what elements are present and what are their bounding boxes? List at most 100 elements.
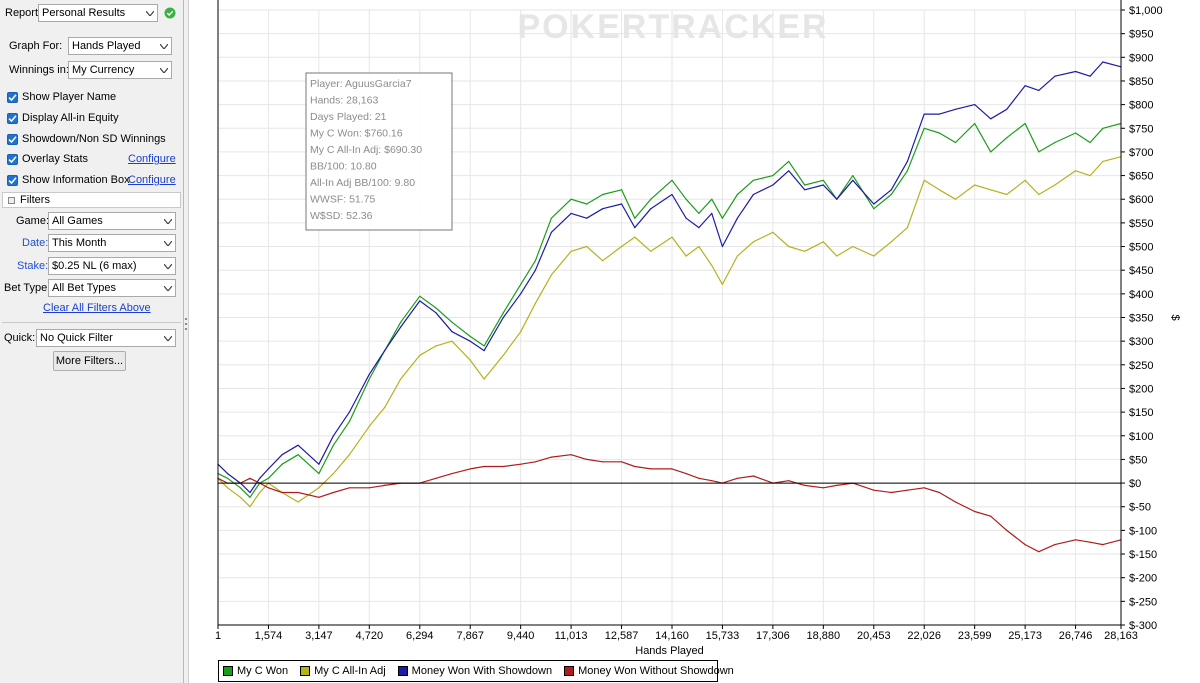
graph-for-dropdown[interactable]: Hands Played <box>68 37 172 55</box>
data-point <box>711 212 713 214</box>
data-point <box>586 217 588 219</box>
data-point <box>1089 175 1091 177</box>
data-point <box>483 378 485 380</box>
clear-all-filters-link[interactable]: Clear All Filters Above <box>43 302 151 314</box>
data-point <box>721 245 724 248</box>
bet-type-value: All Bet Types <box>52 282 116 294</box>
data-point <box>938 113 941 115</box>
data-point <box>550 217 552 219</box>
data-point <box>621 189 623 191</box>
data-point <box>698 227 700 229</box>
data-point <box>804 250 806 252</box>
data-point <box>752 179 755 181</box>
data-point <box>736 193 739 196</box>
checkmark-icon <box>7 174 18 186</box>
data-point <box>368 487 370 489</box>
data-point <box>671 236 673 238</box>
data-point <box>1054 184 1056 186</box>
data-point <box>1038 193 1040 196</box>
data-point <box>906 170 909 172</box>
show-player-name-checkbox[interactable]: Show Player Name <box>7 91 116 103</box>
data-point <box>698 245 700 248</box>
data-point <box>671 193 673 196</box>
data-point <box>1075 539 1077 541</box>
data-point <box>332 473 334 475</box>
data-point <box>534 260 536 262</box>
data-point <box>804 189 806 191</box>
legend-swatch <box>564 666 575 676</box>
quick-label: Quick: <box>4 332 36 344</box>
data-point <box>469 335 471 337</box>
graph-for-value: Hands Played <box>72 40 141 52</box>
info-box-line: My C All-In Adj: $690.30 <box>310 144 422 156</box>
data-point <box>1038 551 1040 553</box>
data-point <box>384 406 386 408</box>
data-point <box>923 487 925 489</box>
y-tick-label: $900 <box>1129 52 1153 64</box>
quick-filter-dropdown[interactable]: No Quick Filter <box>36 329 176 347</box>
winnings-in-dropdown[interactable]: My Currency <box>68 61 172 79</box>
stake-dropdown[interactable]: $0.25 NL (6 max) <box>48 257 176 275</box>
legend-swatch <box>397 666 408 676</box>
chevron-down-icon <box>157 62 171 78</box>
information-box: Player: AguusGarcia7 Hands: 28,163 Days Pl… <box>305 72 453 231</box>
data-point <box>384 350 386 352</box>
panel-splitter[interactable] <box>184 0 189 683</box>
y-tick-label: $350 <box>1129 313 1153 325</box>
y-tick-label: $300 <box>1129 336 1153 348</box>
data-point <box>602 461 604 463</box>
data-point <box>938 189 941 191</box>
data-point <box>348 487 350 489</box>
overlay-stats-checkbox[interactable]: Overlay Stats <box>7 153 88 165</box>
data-point <box>890 189 892 191</box>
display-all-in-equity-checkbox[interactable]: Display All-in Equity <box>7 112 119 124</box>
data-point <box>249 506 251 508</box>
filters-header[interactable]: Filters <box>2 192 181 208</box>
checkbox-label: Overlay Stats <box>22 153 89 165</box>
data-point <box>318 487 320 489</box>
data-point <box>239 496 241 498</box>
configure-overlay-link[interactable]: Configure <box>128 153 176 165</box>
game-dropdown[interactable]: All Games <box>48 212 176 230</box>
results-graph: POKERTRACKER $1,000$950$900$850$800$750$… <box>215 0 1181 657</box>
data-point <box>1038 89 1040 91</box>
data-point <box>227 473 229 475</box>
data-point <box>752 241 755 243</box>
report-dropdown[interactable]: Personal Results <box>38 4 158 22</box>
data-point <box>721 283 724 285</box>
data-point <box>634 227 636 229</box>
refresh-icon[interactable] <box>164 7 176 19</box>
data-point <box>788 245 790 248</box>
data-point <box>1038 151 1040 153</box>
showdown-winnings-checkbox[interactable]: Showdown/Non SD Winnings <box>7 133 166 145</box>
data-point <box>954 108 957 110</box>
stake-value: $0.25 NL (6 max) <box>52 260 137 272</box>
data-point <box>469 359 471 361</box>
data-point <box>822 241 824 243</box>
configure-info-box-link[interactable]: Configure <box>128 174 176 186</box>
data-point <box>923 113 925 115</box>
data-point <box>974 510 976 513</box>
data-point <box>368 378 370 380</box>
data-point <box>923 179 925 181</box>
more-filters-button[interactable]: More Filters... <box>53 351 126 371</box>
data-point <box>621 203 623 205</box>
data-point <box>332 491 334 494</box>
y-tick-label: $-100 <box>1129 525 1157 537</box>
grip-dot <box>185 323 187 325</box>
data-point <box>822 487 824 489</box>
data-point <box>348 454 350 456</box>
data-point <box>348 421 350 423</box>
show-information-box-checkbox[interactable]: Show Information Box <box>7 174 130 186</box>
date-dropdown[interactable]: This Month <box>48 234 176 252</box>
x-tick-label: 23,599 <box>958 630 992 642</box>
data-point <box>1075 70 1077 73</box>
data-point <box>534 269 536 271</box>
bet-type-dropdown[interactable]: All Bet Types <box>48 279 176 297</box>
winnings-in-value: My Currency <box>72 64 135 76</box>
y-tick-label: $650 <box>1129 171 1153 183</box>
data-point <box>974 104 976 106</box>
data-point <box>634 236 636 238</box>
y-tick-label: $0 <box>1129 478 1141 490</box>
game-value: All Games <box>52 215 103 227</box>
